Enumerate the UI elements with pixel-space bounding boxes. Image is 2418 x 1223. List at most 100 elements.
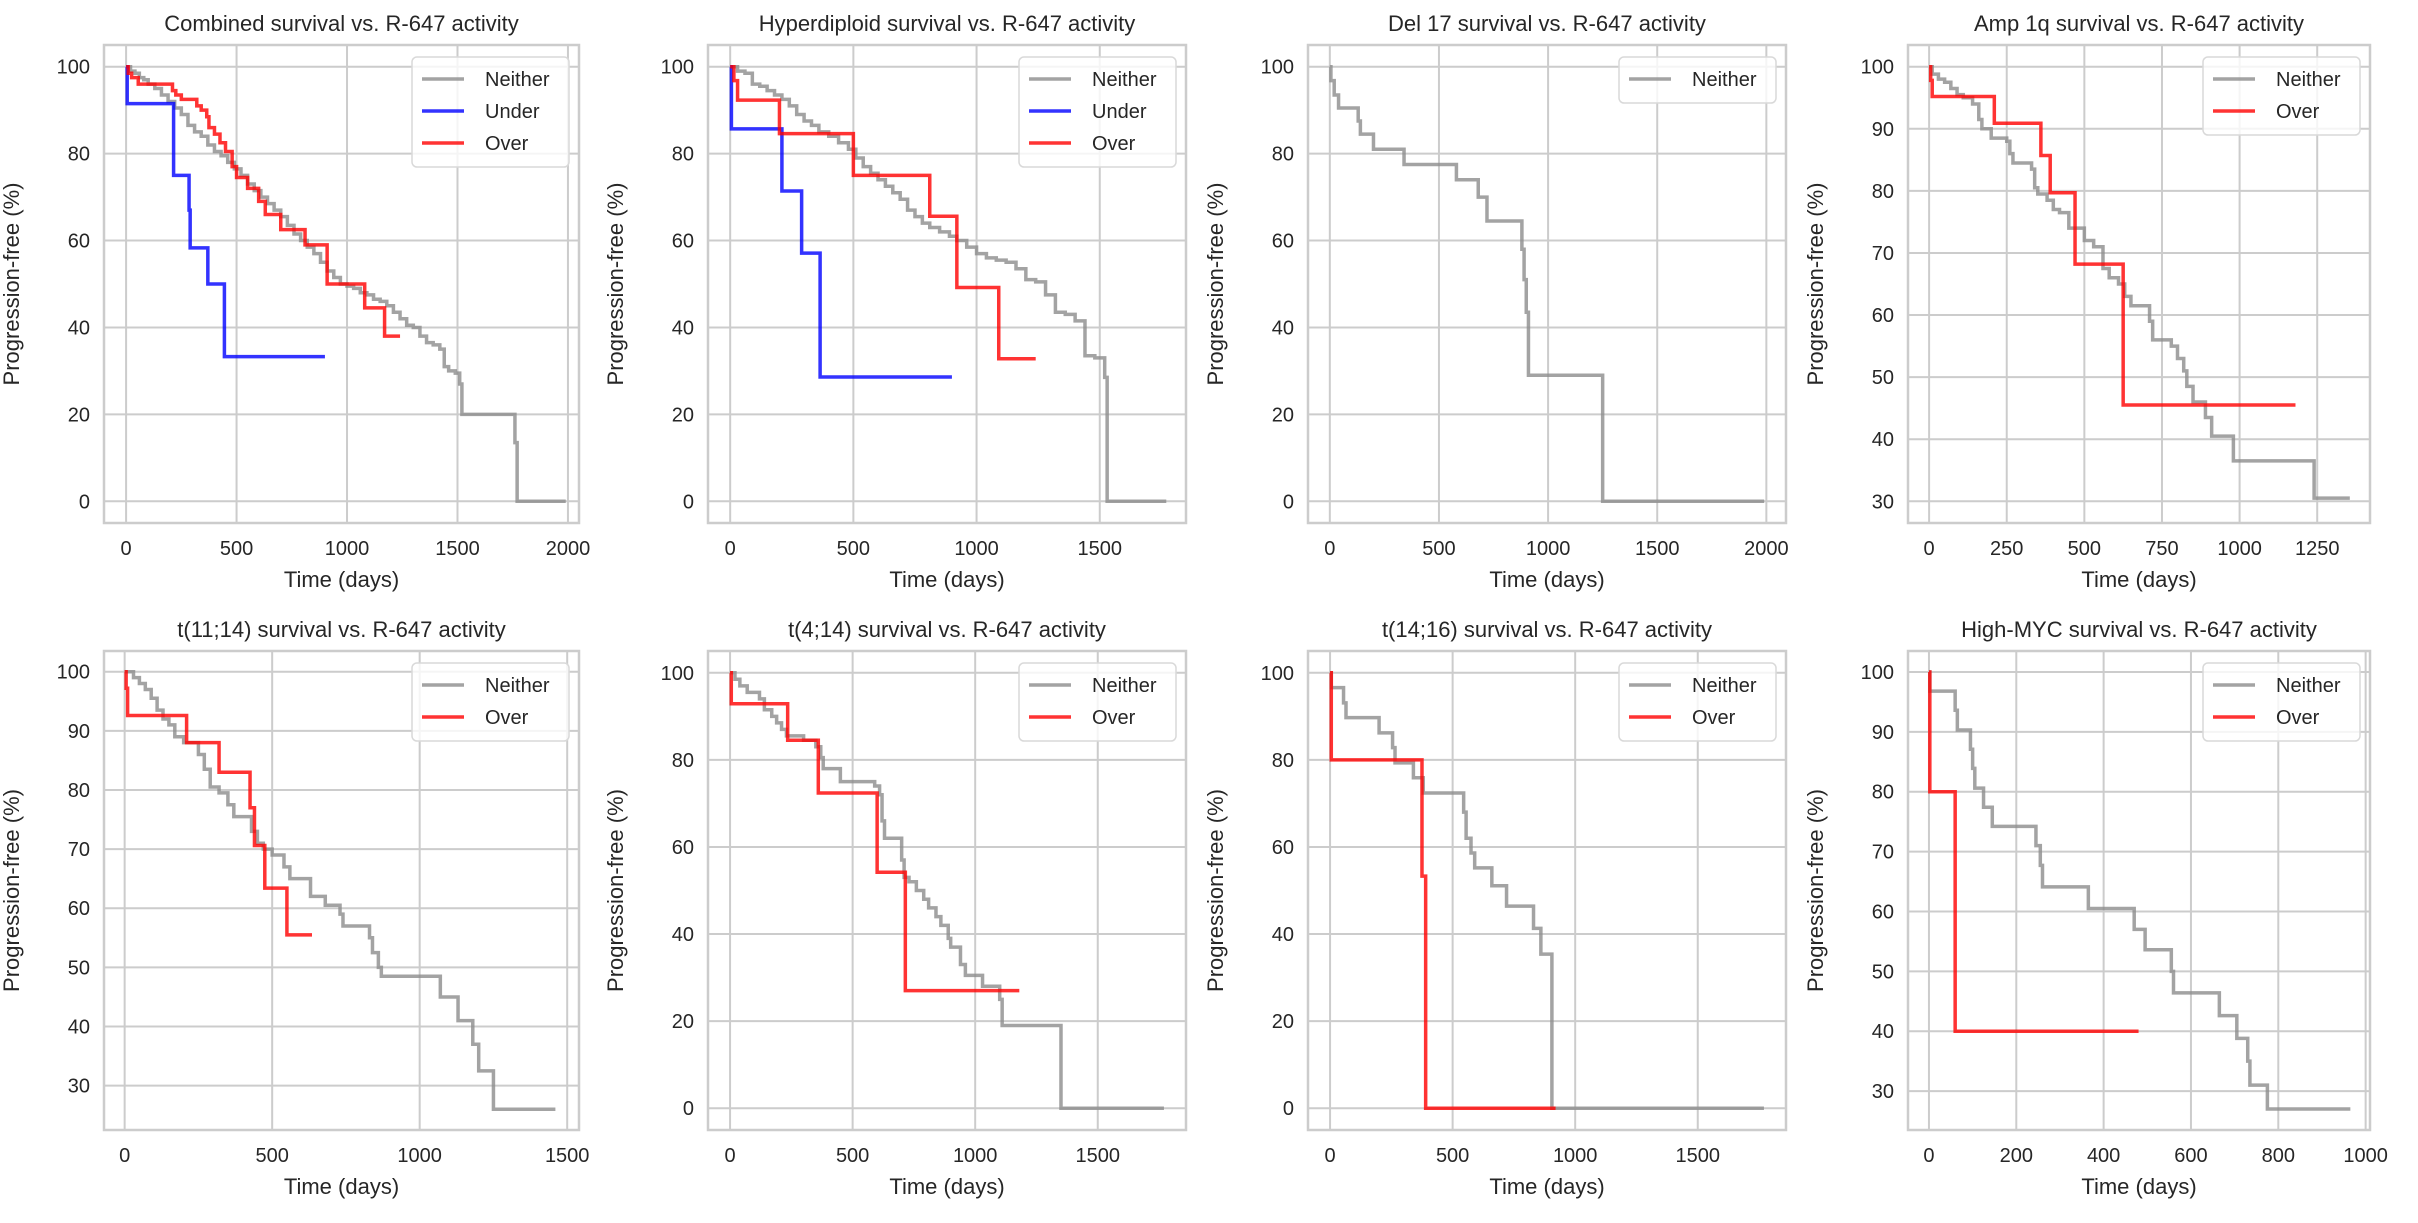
y-tick-label: 90 — [1872, 722, 1894, 744]
legend-label-neither: Neither — [1692, 69, 1757, 91]
x-tick-label: 500 — [255, 1145, 288, 1167]
y-tick-label: 60 — [68, 898, 90, 920]
axes-frame — [102, 43, 581, 525]
legend: Neither Under Over — [411, 56, 570, 168]
legend-label-over: Over — [2276, 101, 2320, 123]
x-tick-label: 2000 — [546, 538, 591, 560]
legend-label-neither: Neither — [485, 675, 550, 697]
y-tick-label: 0 — [1283, 1098, 1294, 1120]
axes-frame — [706, 43, 1188, 525]
y-tick-label: 90 — [1872, 119, 1894, 141]
y-tick-label: 80 — [68, 144, 90, 166]
legend-label-neither: Neither — [1692, 675, 1757, 697]
x-axis-label: Time (days) — [2081, 1174, 2196, 1199]
y-tick-label: 70 — [68, 839, 90, 861]
y-tick-label: 30 — [68, 1076, 90, 1098]
series-line-over — [1928, 64, 2296, 407]
legend-label-under: Under — [1092, 101, 1147, 123]
x-tick-label: 1000 — [325, 538, 370, 560]
legend-box — [1018, 56, 1177, 168]
legend-label-over: Over — [2276, 707, 2320, 729]
y-axis-label: Progression-free (%) — [603, 789, 628, 992]
y-axis-label: Progression-free (%) — [0, 789, 24, 992]
y-tick-label: 100 — [1861, 57, 1894, 79]
y-tick-label: 70 — [1872, 842, 1894, 864]
y-tick-label: 90 — [68, 721, 90, 743]
series-group — [729, 671, 1164, 1110]
chart-panel-8: 0 200 400 600 800 1000 30 40 50 60 70 80 90 100 High-M… — [1803, 617, 2388, 1199]
x-tick-label: 1500 — [435, 538, 480, 560]
legend-label-over: Over — [1092, 707, 1136, 729]
series-line-over — [126, 64, 401, 338]
y-tick-label: 0 — [683, 1098, 694, 1120]
x-tick-label: 1000 — [1526, 538, 1571, 560]
series-group — [124, 669, 556, 1112]
y-tick-label: 40 — [1872, 429, 1894, 451]
x-tick-label: 500 — [1436, 1145, 1469, 1167]
chart-title: t(11;14) survival vs. R-647 activity — [177, 617, 505, 642]
x-axis-label: Time (days) — [2081, 567, 2196, 592]
y-axis-label: Progression-free (%) — [1203, 183, 1228, 386]
x-axis-label: Time (days) — [889, 1174, 1004, 1199]
x-tick-label: 750 — [2145, 538, 2178, 560]
legend: Neither Under Over — [1018, 56, 1177, 168]
x-tick-label: 1500 — [1078, 538, 1123, 560]
legend: Neither Over — [1018, 662, 1177, 742]
series-line-neither — [730, 64, 1167, 504]
chart-panel-3: 0 500 1000 1500 2000 0 20 40 60 80 100 Del 17 survi… — [1203, 11, 1789, 592]
y-tick-label: 40 — [68, 317, 90, 339]
x-tick-label: 0 — [724, 1145, 735, 1167]
y-tick-label: 40 — [1272, 924, 1294, 946]
y-tick-label: 100 — [661, 663, 694, 685]
legend-label-over: Over — [1092, 133, 1136, 155]
x-tick-label: 500 — [220, 538, 253, 560]
x-axis-label: Time (days) — [1489, 1174, 1604, 1199]
x-axis-label: Time (days) — [284, 1174, 399, 1199]
x-tick-label: 2000 — [1744, 538, 1789, 560]
chart-title: Combined survival vs. R-647 activity — [164, 11, 519, 36]
chart-panel-6: 0 500 1000 1500 0 20 40 60 80 100 t(4;14) survival… — [603, 617, 1188, 1199]
series-line-under — [729, 64, 952, 379]
y-tick-label: 80 — [672, 750, 694, 772]
chart-panel-5: 0 500 1000 1500 30 40 50 60 70 80 90 100 t(11;14) su… — [0, 617, 589, 1199]
y-tick-label: 40 — [1272, 317, 1294, 339]
y-tick-label: 60 — [672, 231, 694, 253]
y-tick-label: 70 — [1872, 243, 1894, 265]
y-tick-label: 100 — [57, 662, 90, 684]
x-tick-label: 200 — [2000, 1145, 2033, 1167]
legend-label-neither: Neither — [2276, 69, 2341, 91]
y-tick-label: 50 — [1872, 367, 1894, 389]
y-tick-label: 0 — [79, 491, 90, 513]
series-line-neither — [730, 671, 1164, 1110]
y-axis-label: Progression-free (%) — [1203, 789, 1228, 992]
y-tick-label: 20 — [672, 404, 694, 426]
series-line-under — [125, 64, 325, 359]
y-tick-label: 50 — [68, 957, 90, 979]
series-line-neither — [1928, 670, 2351, 1111]
x-tick-label: 250 — [1990, 538, 2023, 560]
y-tick-label: 20 — [1272, 1011, 1294, 1033]
series-group — [1928, 64, 2350, 500]
y-tick-label: 80 — [1272, 750, 1294, 772]
y-axis-label: Progression-free (%) — [603, 183, 628, 386]
x-axis-label: Time (days) — [889, 567, 1004, 592]
x-axis-label: Time (days) — [1489, 567, 1604, 592]
x-tick-label: 500 — [836, 1145, 869, 1167]
x-tick-label: 500 — [2068, 538, 2101, 560]
grid — [1308, 45, 1786, 523]
chart-title: t(14;16) survival vs. R-647 activity — [1382, 617, 1712, 642]
y-tick-label: 60 — [1872, 901, 1894, 923]
legend-label-neither: Neither — [2276, 675, 2341, 697]
axes-frame — [1306, 649, 1788, 1132]
series-group — [125, 64, 566, 504]
y-tick-label: 100 — [1861, 662, 1894, 684]
legend: Neither Over — [411, 662, 570, 742]
y-tick-label: 20 — [68, 404, 90, 426]
legend-box — [2202, 662, 2361, 742]
x-tick-label: 1000 — [953, 1145, 998, 1167]
y-tick-label: 60 — [1272, 837, 1294, 859]
x-tick-label: 1000 — [397, 1145, 442, 1167]
legend-box — [1618, 56, 1777, 104]
y-axis-label: Progression-free (%) — [1803, 789, 1828, 992]
chart-panel-1: 0 500 1000 1500 2000 0 20 40 60 80 100 Combined sur… — [0, 11, 590, 592]
